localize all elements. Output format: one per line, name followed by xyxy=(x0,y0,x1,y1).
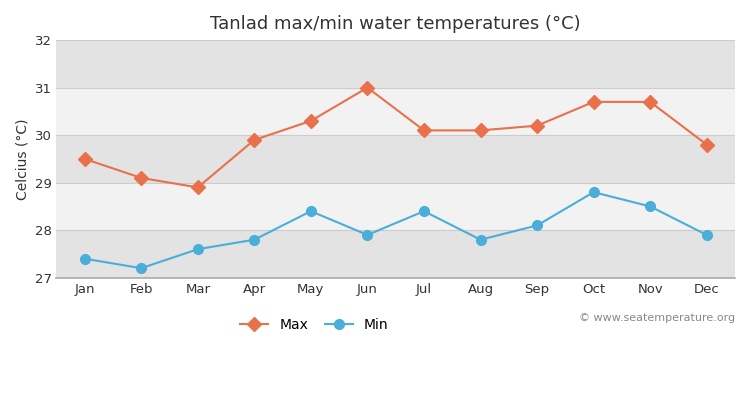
Bar xyxy=(56,40,735,88)
Title: Tanlad max/min water temperatures (°C): Tanlad max/min water temperatures (°C) xyxy=(211,15,581,33)
Bar xyxy=(56,135,735,183)
Legend: Max, Min: Max, Min xyxy=(235,312,394,337)
Y-axis label: Celcius (°C): Celcius (°C) xyxy=(15,118,29,200)
Text: © www.seatemperature.org: © www.seatemperature.org xyxy=(579,313,735,323)
Bar xyxy=(56,230,735,278)
Bar xyxy=(56,183,735,230)
Bar xyxy=(56,88,735,135)
